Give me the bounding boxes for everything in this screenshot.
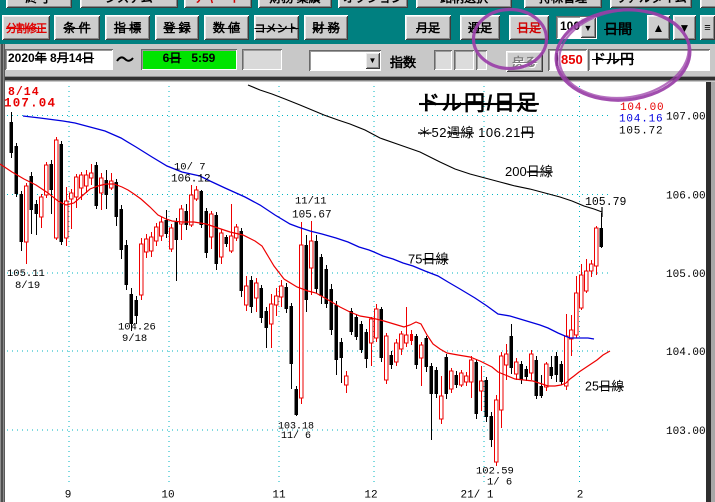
svg-text:104.16: 104.16 bbox=[619, 114, 663, 126]
svg-text:10/ 7: 10/ 7 bbox=[174, 162, 206, 174]
svg-text:10: 10 bbox=[161, 490, 174, 502]
svg-text:102.59: 102.59 bbox=[476, 466, 514, 478]
svg-text:105.72: 105.72 bbox=[619, 126, 663, 138]
svg-text:11/11: 11/11 bbox=[295, 196, 327, 208]
svg-text:25日線: 25日線 bbox=[585, 379, 624, 394]
svg-text:105.00: 105.00 bbox=[666, 269, 706, 281]
svg-text:75日線: 75日線 bbox=[408, 252, 448, 267]
svg-text:104.00: 104.00 bbox=[666, 347, 706, 359]
svg-text:107.00: 107.00 bbox=[666, 112, 706, 124]
svg-text:1/ 6: 1/ 6 bbox=[487, 477, 512, 489]
svg-text:104.00: 104.00 bbox=[620, 102, 664, 114]
svg-text:106.00: 106.00 bbox=[666, 191, 706, 203]
svg-text:2: 2 bbox=[577, 490, 584, 502]
svg-text:ドル円/日足: ドル円/日足 bbox=[419, 92, 539, 115]
svg-text:9: 9 bbox=[65, 490, 72, 502]
svg-text:＊52週線 106.21円: ＊52週線 106.21円 bbox=[418, 125, 534, 140]
svg-text:103.00: 103.00 bbox=[666, 426, 706, 438]
svg-text:21/ 1: 21/ 1 bbox=[460, 490, 493, 502]
svg-text:106.12: 106.12 bbox=[171, 174, 211, 186]
svg-text:107.04: 107.04 bbox=[4, 97, 56, 111]
svg-text:103.18: 103.18 bbox=[278, 422, 314, 433]
svg-text:105.67: 105.67 bbox=[292, 210, 332, 222]
svg-text:105.79: 105.79 bbox=[585, 196, 627, 209]
svg-text:8/14: 8/14 bbox=[8, 86, 40, 99]
svg-text:8/19: 8/19 bbox=[15, 280, 40, 292]
svg-text:9/18: 9/18 bbox=[122, 333, 147, 345]
svg-text:11/ 6: 11/ 6 bbox=[281, 430, 311, 442]
svg-text:12: 12 bbox=[364, 490, 377, 502]
svg-text:200日線: 200日線 bbox=[505, 164, 553, 179]
svg-text:105.11: 105.11 bbox=[7, 268, 45, 280]
svg-text:104.26: 104.26 bbox=[118, 322, 156, 334]
svg-text:11: 11 bbox=[272, 490, 286, 502]
